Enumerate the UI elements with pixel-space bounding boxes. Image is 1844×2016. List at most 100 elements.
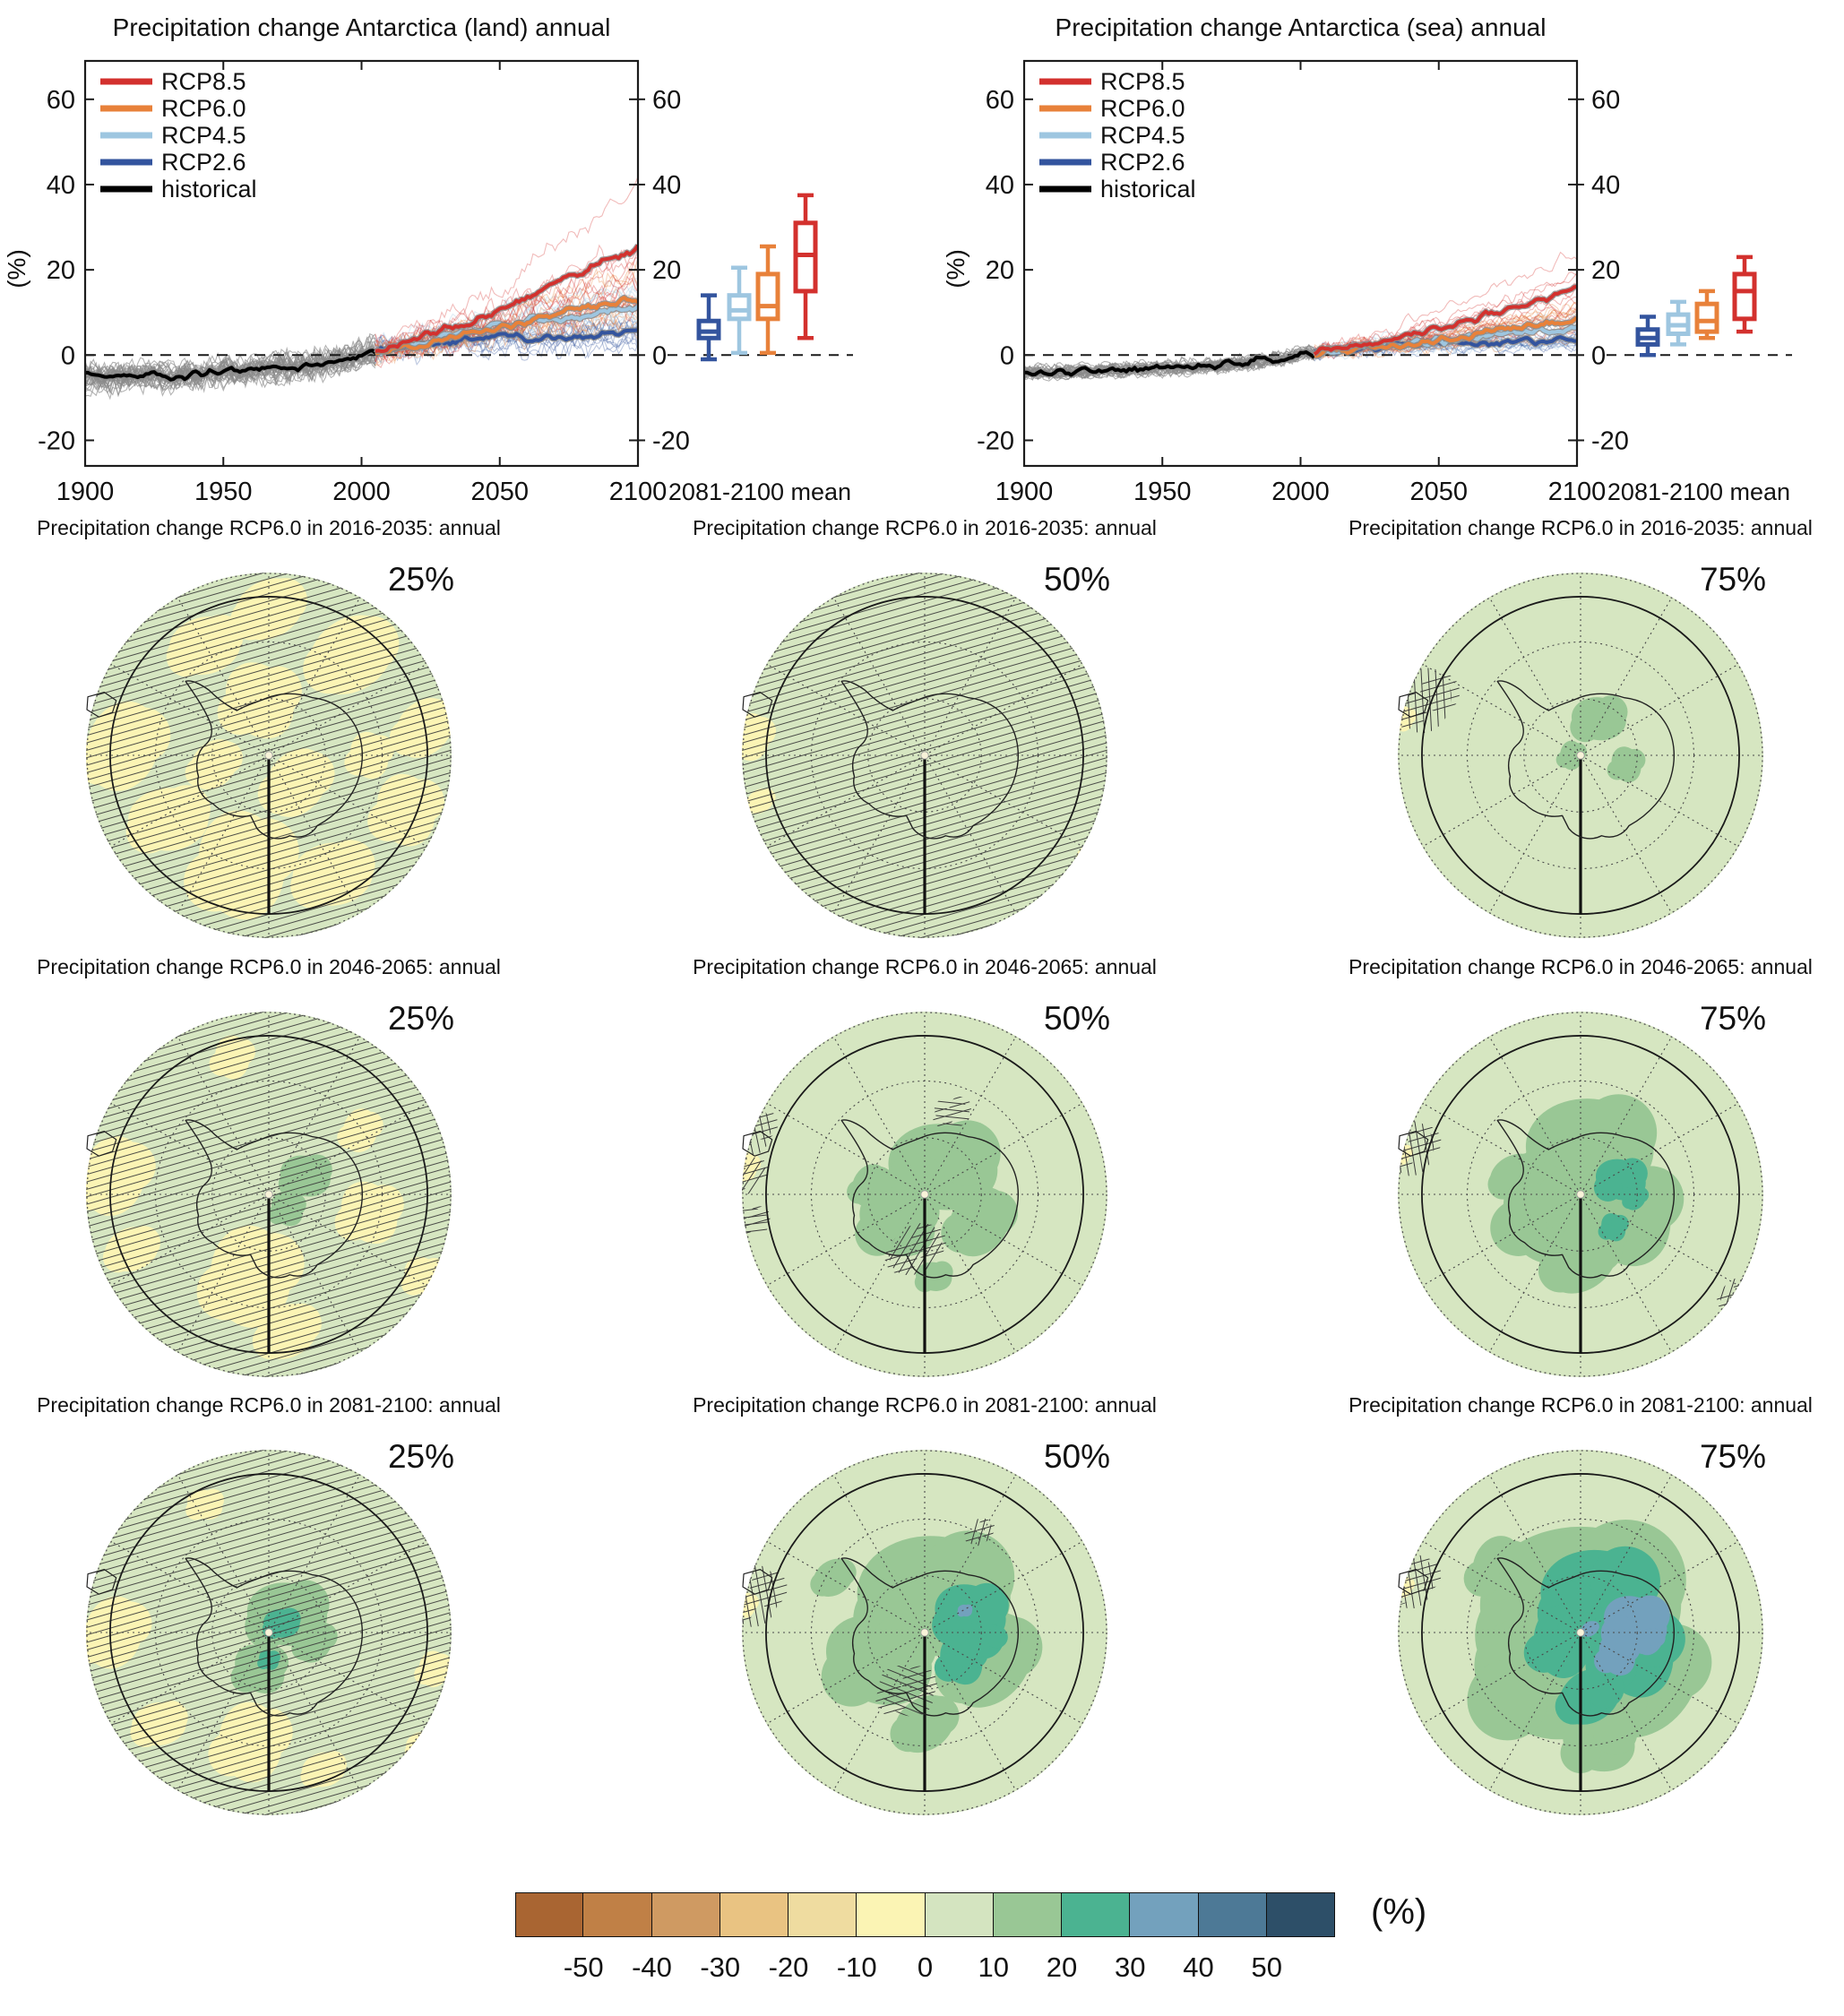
timeseries-panel-land: 1900 1950 2000 2050 2100 -20 -20 0 0 20 20 40 40 60 60… [0,0,905,515]
y-tick-label-right: -20 [1591,426,1629,455]
map-panel-2046-2065-75%: Precipitation change RCP6.0 in 2046-2065… [1303,955,1844,1398]
colorbar-unit-label: (%) [1371,1892,1427,1932]
pole-marker [920,1190,929,1199]
colorbar-tick-label: 20 [1046,1951,1078,1983]
pole-marker [264,1628,273,1637]
latitude-circle [765,1035,1084,1354]
x-tick-label: 2000 [1271,478,1330,506]
y-tick-label-left: -20 [977,426,1014,455]
map-rim [1398,573,1763,938]
mean-line-RCP6.0 [375,296,638,356]
coastline [1399,1558,1674,1716]
y-axis-label: (%) [942,249,969,289]
map-rim [1398,1012,1763,1377]
colorbar-tick-label: 0 [917,1951,934,1983]
mean-line-RCP8.5 [1313,284,1577,357]
boxplot-RCP2.6 [696,293,721,362]
colorbar-tick-label: -40 [632,1951,672,1983]
y-tick-label-left: 60 [47,86,75,115]
percentile-label: 25% [388,1438,454,1475]
y-tick-label-left: 0 [1000,341,1014,370]
x-tick-label: 1900 [56,478,115,506]
boxplot-RCP6.0 [1694,289,1719,340]
pole-marker [1576,751,1585,760]
colorbar-segment [1198,1892,1267,1937]
y-tick-label-left: 20 [47,256,75,285]
antarctica-map: 25% [40,551,497,959]
latitude-circle [109,1473,428,1792]
map-panel-2046-2065-25%: Precipitation change RCP6.0 in 2046-2065… [0,955,547,1398]
latitude-circle [1421,1473,1740,1792]
latitude-circle [1421,1035,1740,1354]
antarctica-map: 75% [1352,1428,1809,1836]
legend-label: RCP6.0 [161,95,246,122]
map-rim [86,1012,452,1377]
percentile-label: 75% [1700,1438,1766,1475]
antarctica-map: 50% [696,990,1153,1398]
boxplot-RCP2.6 [1635,314,1660,358]
plot-area [85,176,638,401]
map-rim [742,1012,1107,1377]
colorbar-segment [925,1892,994,1937]
mean-line-RCP8.5 [375,244,638,354]
ensemble-member-RCP8.5 [375,244,638,358]
legend-label: historical [161,176,257,202]
y-tick-label-left: 60 [986,86,1014,115]
x-tick-label: 1950 [1133,478,1192,506]
latitude-circle [109,596,428,915]
map-title: Precipitation change RCP6.0 in 2016-2035… [693,516,1157,539]
percentile-label: 75% [1700,561,1766,598]
percentile-label: 50% [1044,1438,1110,1475]
legend-label: RCP4.5 [1100,122,1185,149]
boxplot-RCP4.5 [1666,299,1691,347]
pole-marker [920,1628,929,1637]
map-panel-2081-2100-75%: Precipitation change RCP6.0 in 2081-2100… [1303,1393,1844,1836]
antarctica-map: 75% [1352,551,1809,959]
map-title: Precipitation change RCP6.0 in 2046-2065… [37,955,501,978]
plot-area [1024,251,1577,382]
timeseries-chart-sea: 1900 1950 2000 2050 2100 -20 -20 0 0 20 20 40 40 60 60… [942,13,1792,506]
map-fill-layer [86,1450,452,1815]
colorbar-segment [1266,1892,1335,1937]
latitude-circle [109,1035,428,1354]
coastline [87,681,362,839]
boxplot-RCP6.0 [755,244,780,356]
boxplot-axis-label: 2081-2100 mean [668,478,851,505]
y-tick-label-right: 0 [1591,341,1606,370]
legend-label: RCP2.6 [1100,149,1185,176]
legend-label: RCP6.0 [1100,95,1185,122]
x-tick-label: 2050 [1409,478,1468,506]
ensemble-member-RCP4.5 [375,278,638,355]
x-tick-label: 1900 [995,478,1054,506]
antarctica-map: 50% [696,1428,1153,1836]
colorbar-tick-label: 30 [1115,1951,1146,1983]
colorbar-segment [1062,1892,1131,1937]
x-tick-label: 2100 [1548,478,1607,506]
legend-label: historical [1100,176,1196,202]
colorbar-tick-label: -30 [700,1951,741,1983]
colorbar-segment [720,1892,788,1937]
y-tick-label-right: 40 [652,171,681,200]
map-title: Precipitation change RCP6.0 in 2016-2035… [37,516,501,539]
colorbar-segment [1130,1892,1199,1937]
map-rim [742,1450,1107,1815]
y-tick-label-right: -20 [652,426,690,455]
mean-line-historical [85,349,377,382]
map-panel-2081-2100-50%: Precipitation change RCP6.0 in 2081-2100… [647,1393,1202,1836]
map-title: Precipitation change RCP6.0 in 2046-2065… [693,955,1157,978]
coastline [1399,681,1674,839]
map-fill-layer [86,1012,452,1377]
map-panel-2016-2035-75%: Precipitation change RCP6.0 in 2016-2035… [1303,516,1844,959]
y-tick-label-right: 60 [1591,86,1620,115]
colorbar-segment [651,1892,720,1937]
colorbar-tick-label: 10 [978,1951,1009,1983]
map-title: Precipitation change RCP6.0 in 2081-2100… [37,1393,501,1417]
timeseries-panel-sea: 1900 1950 2000 2050 2100 -20 -20 0 0 20 20 40 40 60 60… [939,0,1844,515]
ensemble-member-RCP8.5 [1314,251,1577,354]
y-tick-label-right: 20 [1591,256,1620,285]
y-tick-label-left: -20 [38,426,75,455]
colorbar-segment [857,1892,926,1937]
colorbar-segment [583,1892,652,1937]
pole-marker [1576,1628,1585,1637]
